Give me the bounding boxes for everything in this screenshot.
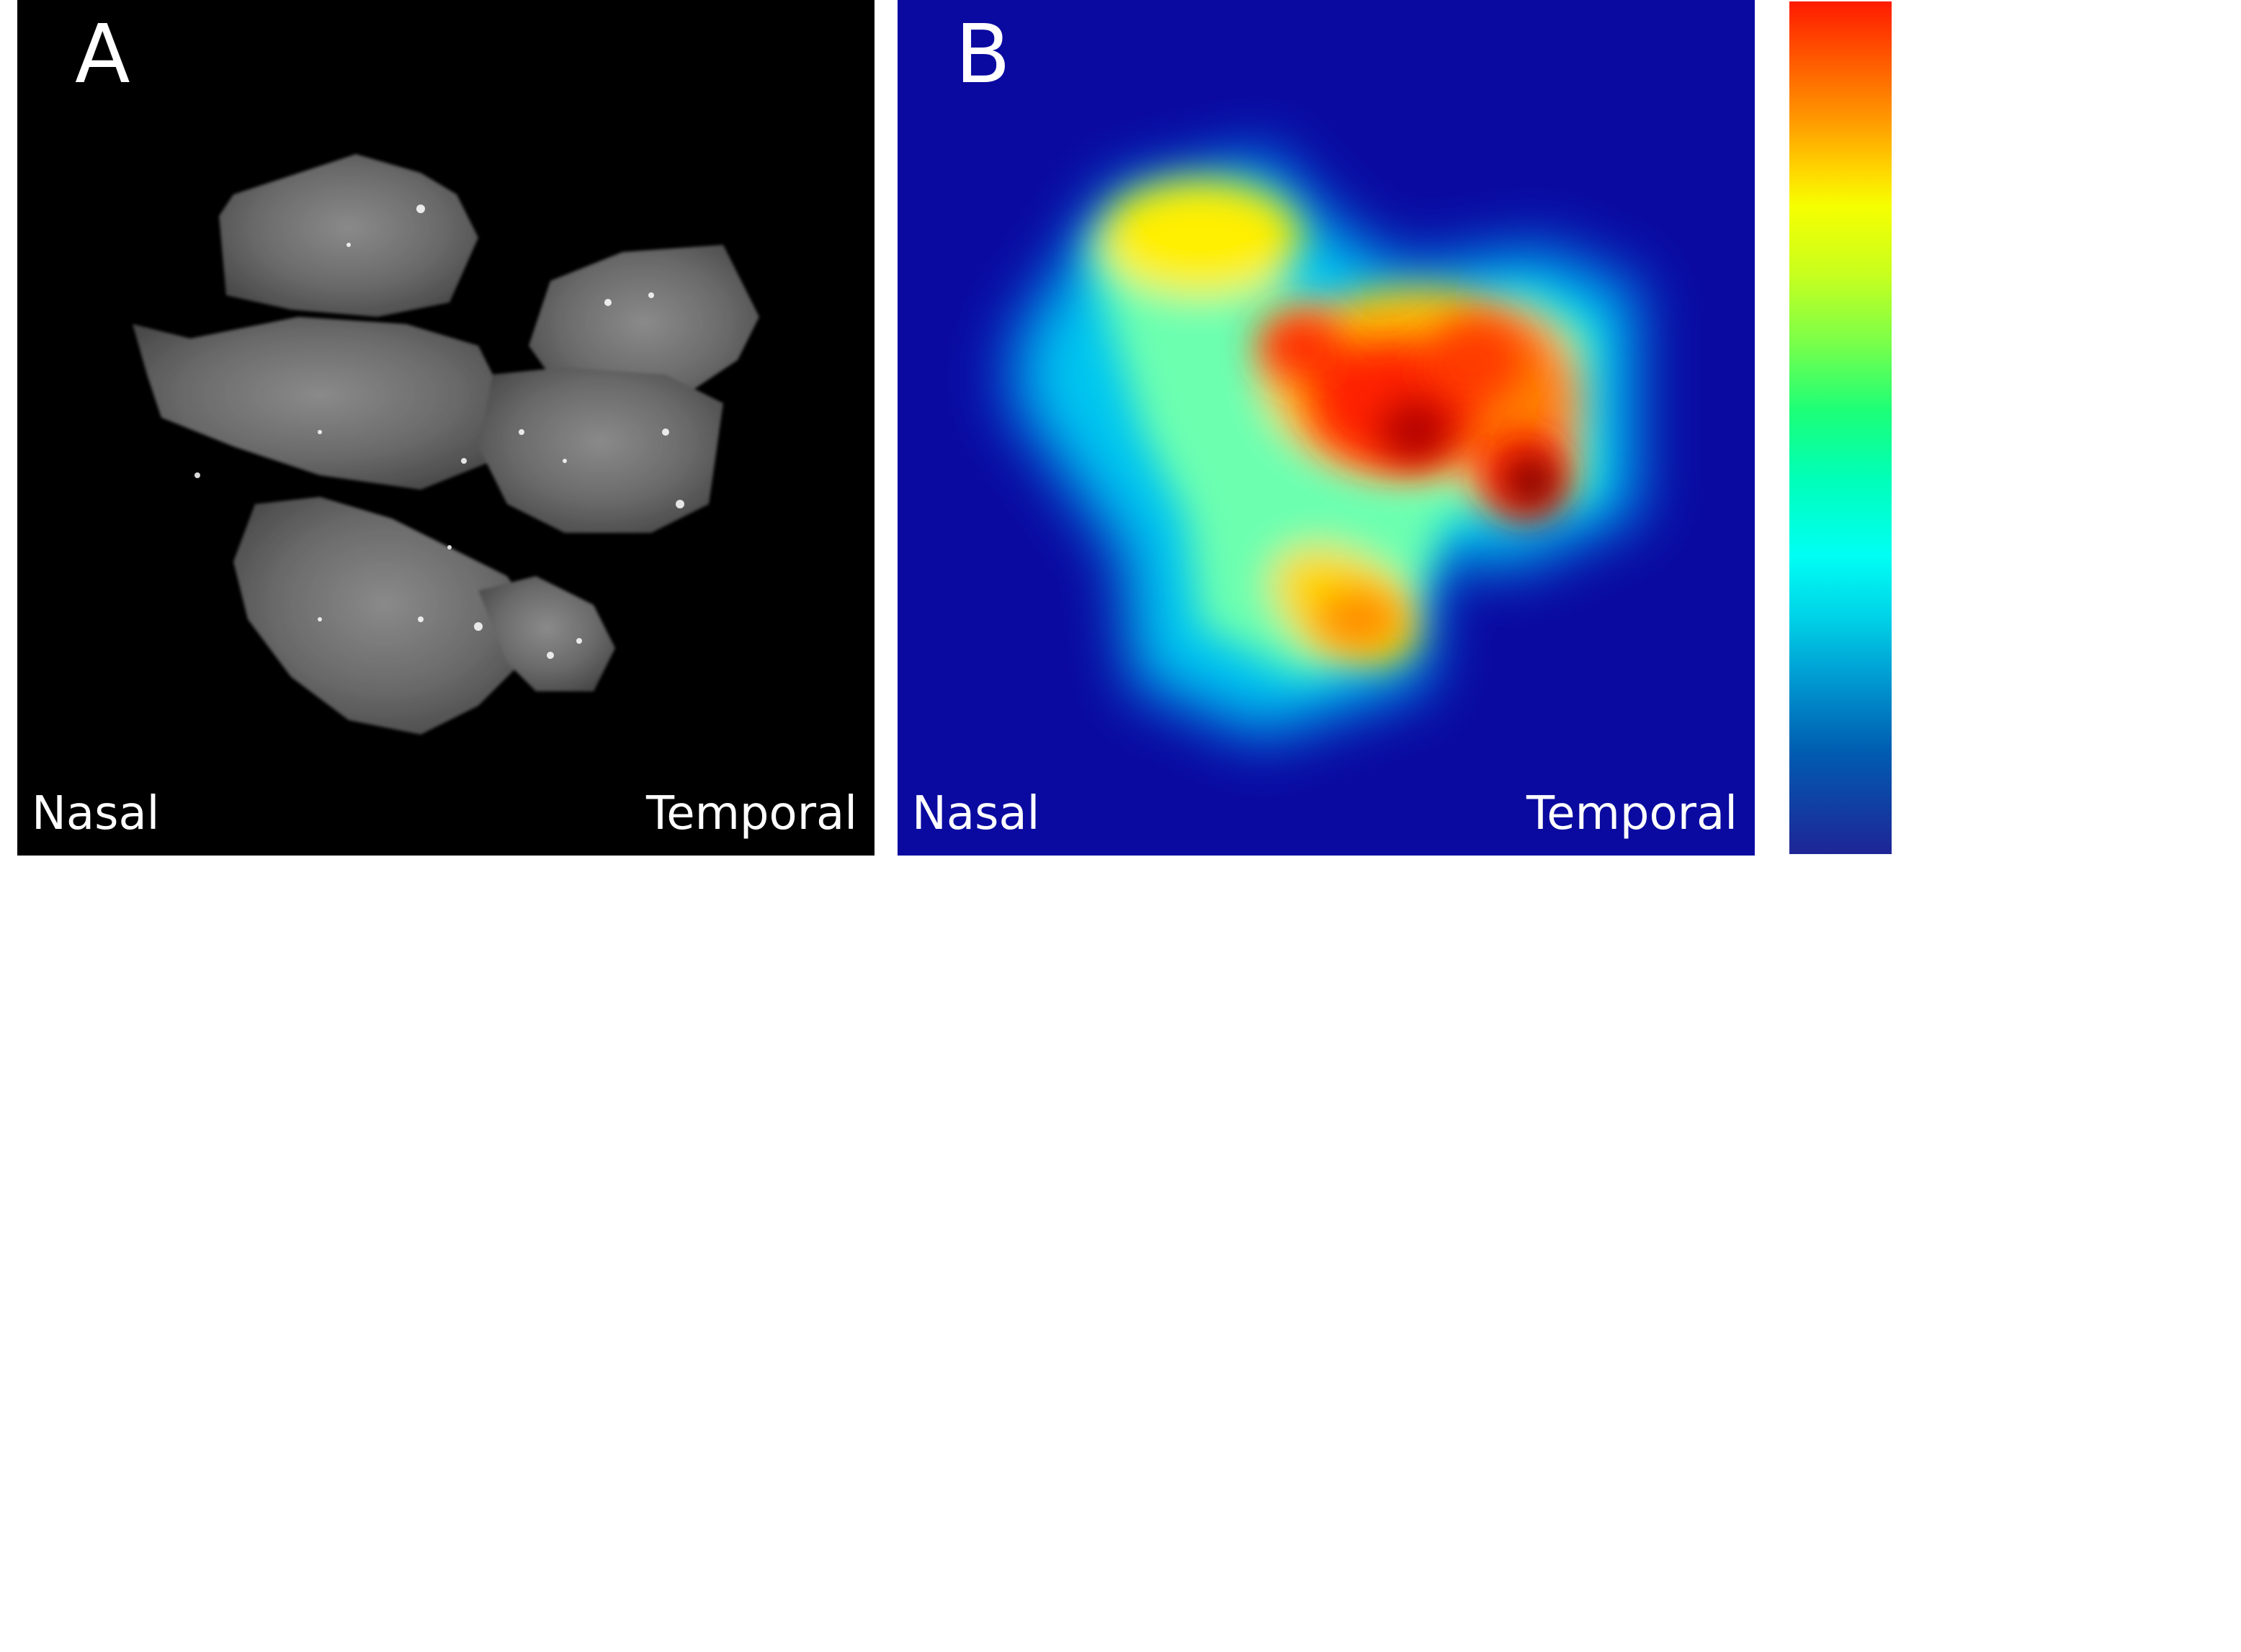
retina-tissue	[133, 154, 759, 735]
panel-a-nasal-label: Nasal	[32, 787, 160, 840]
panel-b-temporal-label: Temporal	[1526, 787, 1737, 840]
panel-a-retina-image: A Nasal Temporal	[17, 0, 875, 856]
panel-b-density-heatmap: B Nasal Temporal	[898, 0, 1755, 856]
retina-flatmount-graphic	[133, 154, 759, 735]
panel-a-letter: A	[75, 8, 130, 102]
density-heatmap-graphic	[998, 144, 1647, 749]
color-scale-bar	[1789, 1, 1892, 854]
panel-b-letter: B	[955, 8, 1011, 102]
panel-b-nasal-label: Nasal	[912, 787, 1040, 840]
heatmap-peaks	[1380, 400, 1557, 508]
retina-bright-spots	[194, 205, 684, 659]
panel-a-temporal-label: Temporal	[645, 787, 857, 840]
